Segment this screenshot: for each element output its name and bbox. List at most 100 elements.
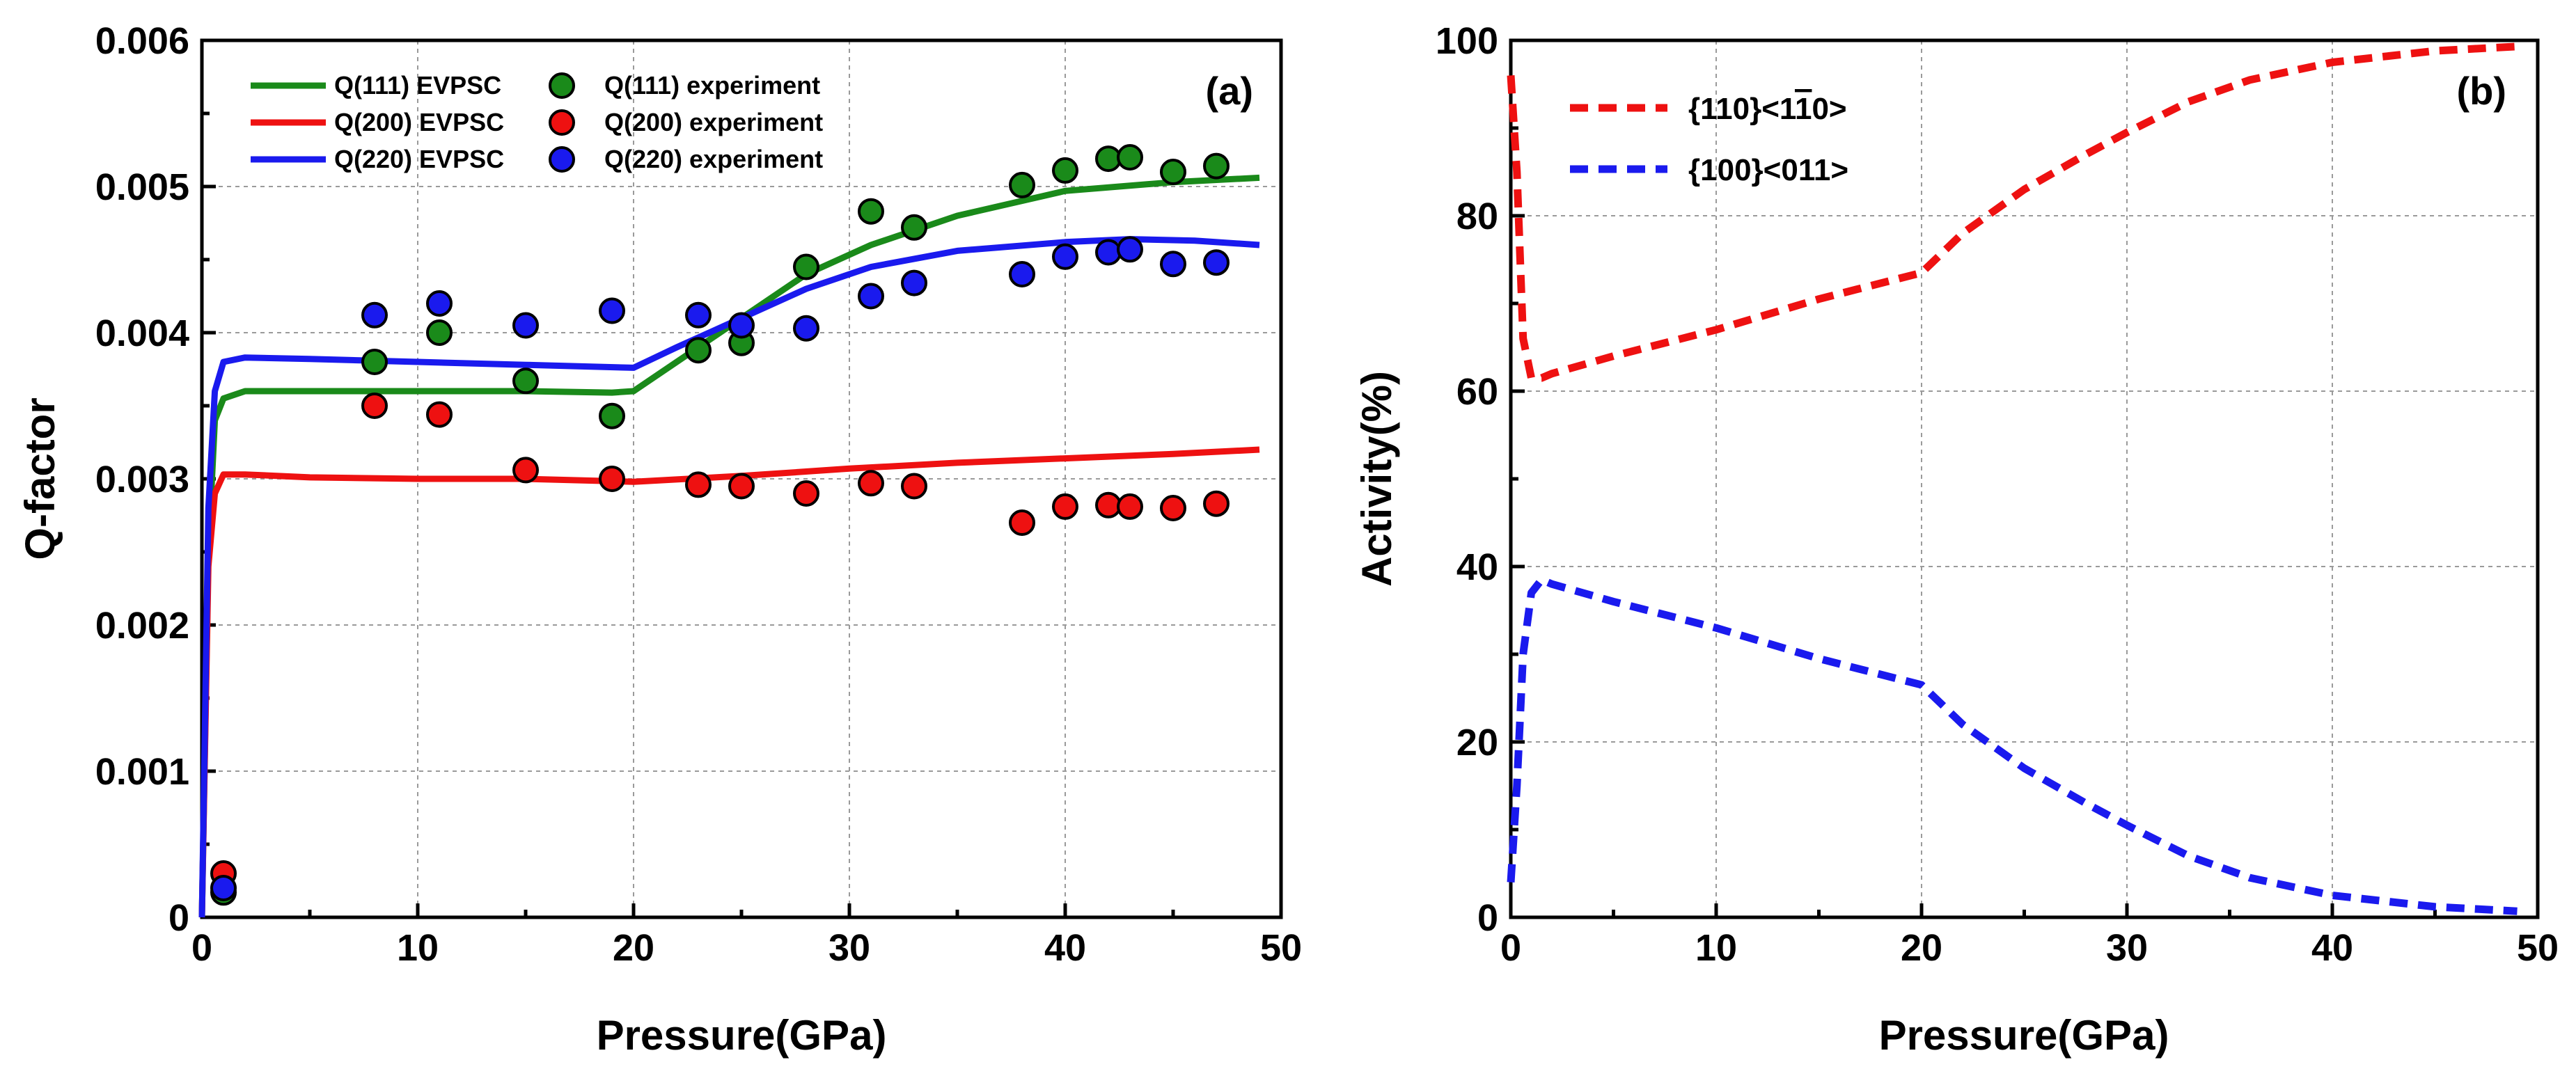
experiment-point-2 [210, 875, 237, 901]
panel-b-y-tick-label: 0 [1477, 897, 1498, 939]
panel-a-chart: 0 10 20 30 40 50 0 0.001 0.002 0.003 0.0… [17, 20, 1302, 1059]
panel-b-y-tick-label: 80 [1456, 196, 1498, 237]
panel-b-y-tick-label: 100 [1436, 20, 1498, 62]
experiment-point-1 [858, 470, 884, 497]
experiment-point-2 [512, 312, 539, 339]
panel-a-x-tick-labels: 0 10 20 30 40 50 [191, 927, 1302, 969]
panel-b-x-tick-label: 40 [2311, 927, 2353, 969]
experiment-point-1 [1009, 509, 1035, 536]
panel-a-y-tick-label: 0.002 [95, 605, 189, 647]
series-line-a-2 [198, 236, 1260, 918]
legend-label-slip-110-part2: 0> [1812, 92, 1846, 126]
panel-b-gridlines [1511, 40, 2538, 917]
panel-b-chart: 0 10 20 30 40 50 0 20 40 60 80 100 Press… [1353, 20, 2559, 1059]
panel-b-x-tick-label: 50 [2517, 927, 2559, 969]
panel-a-x-tick-label: 50 [1260, 927, 1302, 969]
panel-b-label: (b) [2456, 69, 2506, 113]
panel-a-legend: Q(111) EVPSC Q(200) EVPSC Q(220) EVPSC Q… [251, 71, 823, 173]
panel-a-y-tick-label: 0.003 [95, 459, 189, 500]
experiment-point-2 [793, 315, 819, 342]
experiment-point-1 [1095, 491, 1122, 519]
experiment-point-0 [1160, 159, 1186, 185]
legend-label-slip-110-part1: {110}<1 [1688, 92, 1796, 126]
experiment-point-0 [901, 214, 927, 241]
legend-marker-q220-experiment [549, 146, 575, 173]
experiment-point-1 [901, 473, 927, 500]
experiment-point-2 [426, 290, 453, 317]
panel-a-x-tick-label: 30 [828, 927, 870, 969]
legend-label-q111-experiment: Q(111) experiment [604, 71, 820, 100]
panel-a-x-tick-label: 0 [191, 927, 212, 969]
experiment-point-0 [1203, 152, 1230, 180]
panel-a-x-tick-label: 10 [397, 927, 439, 969]
legend-label-q220-experiment: Q(220) experiment [604, 145, 823, 173]
experiment-point-2 [685, 301, 712, 329]
experiment-point-2 [1009, 261, 1035, 287]
panel-b-x-tick-label: 20 [1901, 927, 1942, 969]
legend-label-q220-evpsc: Q(220) EVPSC [334, 145, 504, 173]
experiment-point-1 [599, 466, 625, 492]
panel-a-x-axis-title: Pressure(GPa) [597, 1012, 887, 1059]
experiment-point-0 [1052, 157, 1078, 184]
panel-b-activity-lines [1507, 42, 2518, 915]
experiment-point-2 [1117, 236, 1143, 263]
experiment-point-1 [1203, 490, 1230, 517]
experiment-point-0 [1009, 171, 1035, 198]
experiment-point-2 [901, 269, 927, 296]
panel-a-experiment-points [210, 144, 1230, 906]
legend-marker-q111-experiment [549, 72, 575, 99]
panel-a-y-tick-label: 0.006 [95, 20, 189, 62]
legend-label-slip-110-overbar: 1 [1795, 92, 1812, 126]
panel-b-x-tick-label: 30 [2106, 927, 2148, 969]
experiment-point-2 [858, 283, 884, 310]
panel-a-y-tick-label: 0.001 [95, 751, 189, 793]
panel-a-y-tick-label: 0 [168, 897, 189, 939]
panel-b-x-tick-labels: 0 10 20 30 40 50 [1500, 927, 2559, 969]
panel-a-y-axis-title: Q-factor [17, 397, 63, 560]
legend-label-q111-evpsc: Q(111) EVPSC [334, 71, 501, 100]
series-line-b-0 [1507, 42, 2518, 382]
series-line-b-1 [1507, 576, 2518, 915]
panel-a-y-tick-labels: 0 0.001 0.002 0.003 0.004 0.005 0.006 [95, 20, 189, 939]
panel-b-legend: {110}<110> {100}<011> [1570, 92, 1848, 187]
legend-label-q200-experiment: Q(200) experiment [604, 108, 823, 136]
panel-b-x-tick-label: 10 [1695, 927, 1737, 969]
series-line-a-0 [198, 174, 1260, 918]
experiment-point-1 [426, 401, 453, 428]
legend-label-slip-110: {110}<110> [1688, 92, 1847, 126]
panel-b-y-tick-labels: 0 20 40 60 80 100 [1436, 20, 1498, 939]
legend-label-q200-evpsc: Q(200) EVPSC [334, 108, 504, 136]
experiment-point-0 [361, 349, 388, 375]
experiment-point-0 [1117, 144, 1143, 171]
experiment-point-1 [728, 473, 755, 500]
panel-b-x-axis-title: Pressure(GPa) [1879, 1012, 2169, 1059]
legend-label-slip-100: {100}<011> [1688, 153, 1848, 187]
experiment-point-2 [1095, 239, 1122, 266]
experiment-point-0 [1095, 145, 1122, 173]
experiment-point-0 [599, 402, 625, 429]
experiment-point-0 [858, 198, 884, 225]
experiment-point-1 [685, 471, 712, 498]
experiment-point-2 [361, 301, 388, 329]
experiment-point-1 [1052, 493, 1078, 520]
experiment-point-1 [361, 393, 388, 419]
experiment-point-2 [1203, 249, 1230, 276]
experiment-point-1 [793, 480, 819, 507]
panel-a-label: (a) [1206, 69, 1253, 113]
experiment-point-2 [1052, 243, 1078, 270]
panel-b-x-tick-label: 0 [1500, 927, 1521, 969]
experiment-point-2 [1160, 251, 1186, 278]
experiment-point-0 [685, 337, 712, 364]
panel-b-y-tick-label: 20 [1456, 722, 1498, 764]
legend-marker-q200-experiment [549, 109, 575, 136]
panel-b-y-axis-title: Activity(%) [1353, 371, 1400, 587]
panel-a-y-tick-label: 0.004 [95, 312, 189, 354]
panel-b-y-tick-label: 60 [1456, 371, 1498, 413]
panel-b-tick-marks [1509, 38, 2540, 919]
experiment-point-0 [793, 253, 819, 280]
experiment-point-2 [599, 297, 625, 324]
experiment-point-0 [512, 367, 539, 395]
experiment-point-1 [512, 457, 539, 484]
